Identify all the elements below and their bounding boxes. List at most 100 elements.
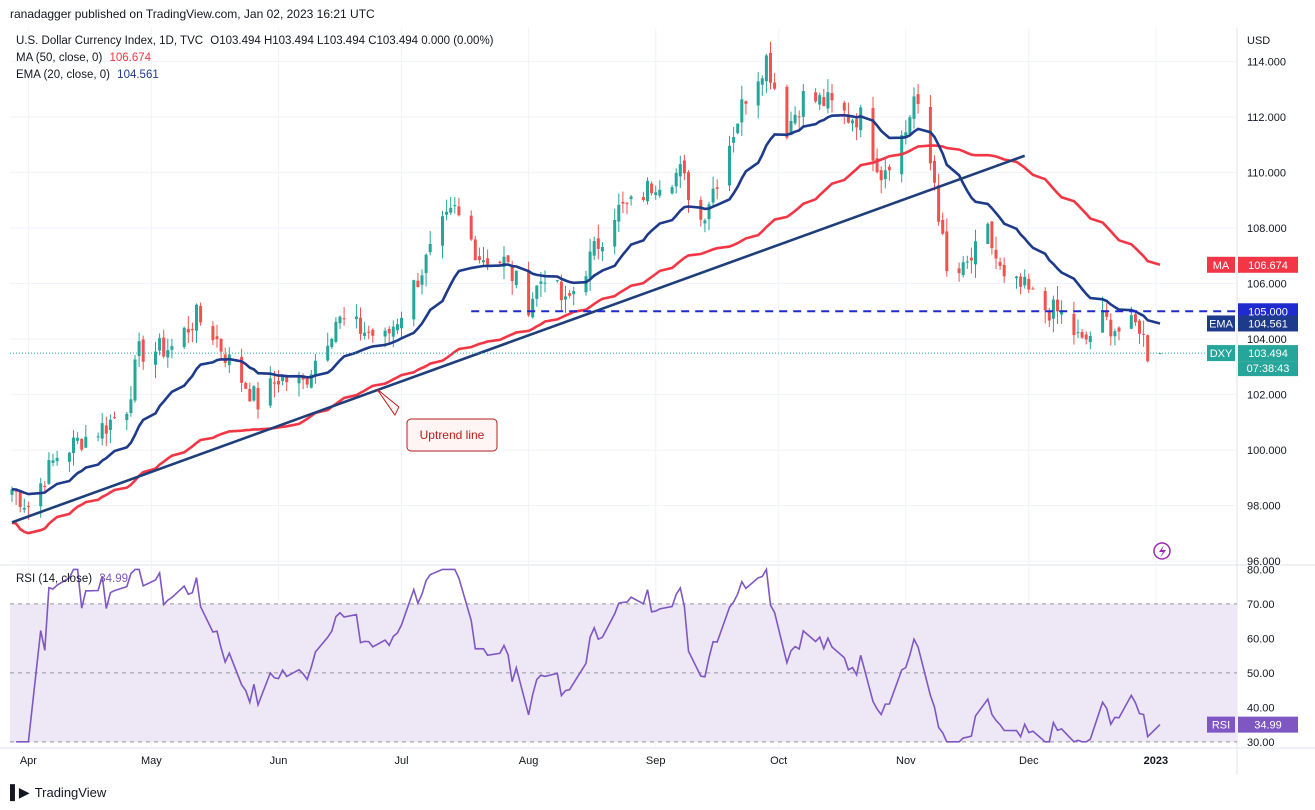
- time-tick-label: Nov: [896, 755, 916, 767]
- support-price-text: 105.000: [1248, 306, 1288, 318]
- candle-body: [387, 328, 391, 334]
- candle-body: [555, 280, 559, 282]
- time-tick-label: Dec: [1019, 755, 1039, 767]
- candle-body: [1051, 299, 1055, 319]
- rsi-line: [16, 566, 1161, 743]
- candle-body: [818, 95, 822, 105]
- candle-body: [383, 330, 387, 337]
- symbol-name[interactable]: U.S. Dollar Currency Index, 1D, TVC: [16, 35, 204, 47]
- dxy-price-text: 103.494: [1248, 348, 1288, 360]
- candle-body: [100, 423, 104, 439]
- candle-body: [248, 388, 252, 402]
- candle-body: [1023, 276, 1027, 286]
- candle-body: [363, 332, 367, 336]
- candle-body: [846, 114, 850, 123]
- candle-body: [240, 356, 244, 383]
- candle-body: [928, 106, 932, 164]
- candle-body: [10, 489, 14, 495]
- candle-body: [510, 264, 514, 282]
- candle-body: [678, 164, 682, 177]
- candle-body: [531, 298, 535, 318]
- candle-body: [1138, 320, 1141, 334]
- candle-body: [469, 215, 473, 240]
- rsi-tick-label: 60.00: [1247, 633, 1275, 645]
- candle-body: [937, 185, 941, 222]
- candle-body: [600, 246, 604, 252]
- ma-tag-text: MA: [1213, 260, 1230, 272]
- candle-body: [773, 82, 777, 89]
- ma-line: [11, 144, 1161, 535]
- candle-body: [674, 172, 678, 187]
- candle-body: [170, 346, 174, 350]
- candle-body: [793, 114, 797, 124]
- candle-body: [412, 280, 416, 320]
- candle-body: [338, 316, 342, 324]
- candle-body: [707, 204, 711, 220]
- candle-body: [113, 417, 116, 419]
- candle-body: [190, 328, 194, 331]
- rsi-tick-label: 30.00: [1247, 737, 1275, 749]
- ema-line: [11, 113, 1161, 496]
- candle-body: [1019, 276, 1023, 287]
- candle-body: [199, 305, 203, 323]
- callout-pointer: [376, 388, 400, 417]
- candle-body: [39, 483, 43, 507]
- candle-body: [313, 360, 317, 377]
- price-axis-unit: USD: [1247, 35, 1270, 47]
- footer-brand[interactable]: ▌▶ TradingView: [10, 784, 106, 801]
- candle-body: [256, 387, 260, 410]
- candle-body: [879, 170, 883, 181]
- candle-body: [687, 172, 690, 201]
- price-tick-label: 104.000: [1247, 334, 1287, 346]
- ema-label: EMA (20, close, 0): [16, 69, 110, 81]
- candle-body: [1117, 327, 1121, 332]
- legend-ma[interactable]: MA (50, close, 0) 106.674: [16, 52, 151, 64]
- candle-body: [945, 231, 949, 272]
- candle-body: [715, 187, 719, 189]
- dxy-price-badge: [1238, 345, 1298, 362]
- candle-body: [887, 166, 891, 171]
- uptrend-line: [11, 154, 1026, 524]
- candle-body: [1101, 310, 1105, 333]
- candle-body: [277, 380, 280, 385]
- candle-body: [769, 52, 772, 83]
- candle-body: [457, 206, 461, 216]
- candle-body: [994, 249, 998, 259]
- candle-body: [1109, 319, 1113, 337]
- candle-body: [334, 321, 338, 342]
- price-tick-label: 100.000: [1247, 445, 1287, 457]
- candle-body: [539, 281, 543, 284]
- candle-body: [744, 101, 748, 104]
- time-tick-label: Apr: [20, 755, 37, 767]
- ma-price-text: 106.674: [1248, 260, 1288, 272]
- candle-body: [543, 282, 547, 284]
- candle-body: [764, 55, 768, 82]
- legend-ema[interactable]: EMA (20, close, 0) 104.561: [16, 69, 159, 81]
- candle-body: [965, 261, 969, 263]
- candle-body: [18, 491, 22, 507]
- candle-body: [326, 345, 330, 361]
- ema-tag: [1207, 315, 1235, 332]
- candle-body: [646, 180, 649, 202]
- rsi-label: RSI (14, close): [16, 573, 93, 585]
- candle-body: [453, 205, 457, 207]
- candle-body: [650, 183, 654, 194]
- rsi-tick-label: 40.00: [1247, 702, 1275, 714]
- candle-body: [1047, 310, 1051, 321]
- legend-rsi[interactable]: RSI (14, close) 34.99: [16, 573, 128, 585]
- candle-body: [933, 160, 936, 183]
- candle-body: [625, 202, 629, 204]
- candle-body: [125, 413, 129, 421]
- candle-body: [1031, 288, 1035, 290]
- candle-body: [391, 326, 395, 337]
- lightning-bolt-icon: [1159, 545, 1166, 558]
- candle-body: [158, 338, 162, 351]
- candle-body: [1056, 299, 1059, 312]
- candle-body: [740, 99, 744, 123]
- candle-body: [990, 221, 994, 249]
- price-tick-label: 110.000: [1247, 167, 1286, 179]
- candle-body: [1133, 314, 1137, 323]
- candle-body: [699, 199, 703, 220]
- rsi-band: [10, 603, 1237, 742]
